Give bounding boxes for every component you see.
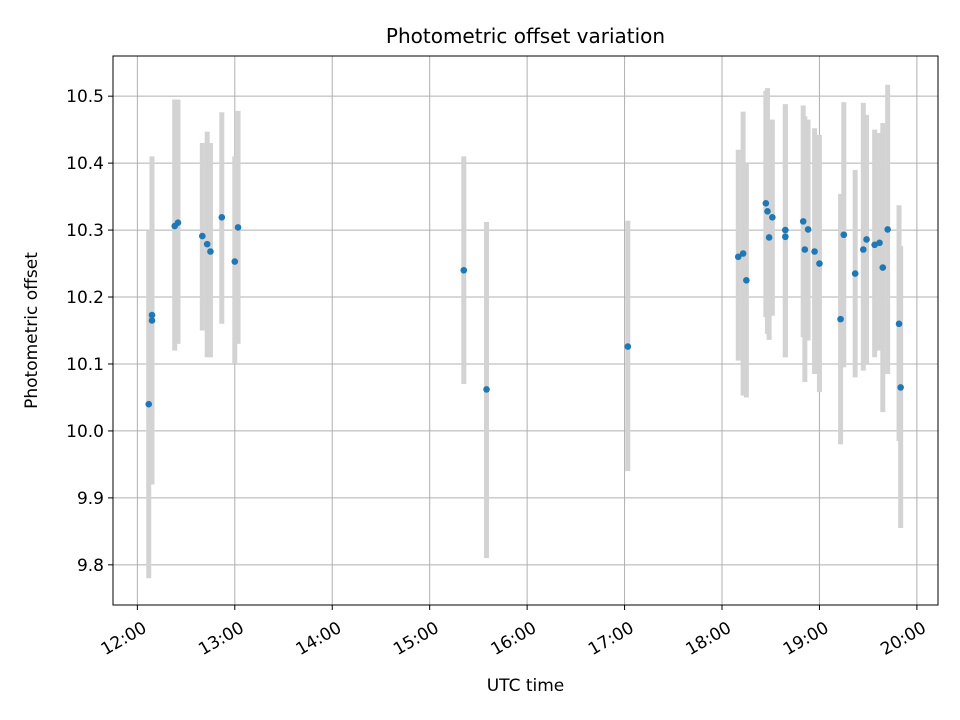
data-point — [765, 234, 773, 241]
data-point — [895, 320, 903, 328]
y-tick-label: 10.0 — [66, 422, 104, 442]
x-tick-label: 20:00 — [877, 618, 929, 660]
x-tick-label: 15:00 — [390, 618, 442, 660]
data-point — [799, 218, 807, 225]
data-point — [851, 270, 859, 277]
data-point — [148, 317, 156, 324]
data-point — [816, 260, 823, 267]
data-point — [762, 199, 770, 207]
data-point — [207, 248, 214, 255]
data-point — [174, 219, 182, 227]
y-tick-label: 10.2 — [66, 288, 104, 308]
grid-lines — [113, 56, 938, 605]
data-point — [734, 253, 742, 261]
data-point — [840, 231, 848, 239]
x-tick-label: 17:00 — [585, 618, 637, 660]
chart-title: Photometric offset variation — [386, 24, 665, 48]
data-point — [897, 384, 904, 391]
data-point — [743, 276, 750, 284]
data-point — [199, 232, 206, 240]
data-point — [804, 226, 812, 233]
data-point — [782, 233, 789, 241]
data-point — [859, 246, 867, 253]
data-point — [148, 311, 156, 319]
x-axis-label: UTC time — [487, 676, 565, 696]
x-tick-label: 12:00 — [98, 618, 150, 660]
y-tick-label: 10.4 — [66, 154, 104, 174]
data-point — [884, 226, 891, 233]
data-point — [739, 250, 747, 257]
y-tick-label: 10.5 — [66, 87, 104, 107]
data-point — [483, 386, 490, 393]
data-point — [460, 266, 468, 274]
data-point — [231, 258, 239, 265]
error-bars — [146, 84, 904, 579]
x-tick-label: 13:00 — [195, 618, 247, 660]
data-point — [837, 315, 844, 323]
y-tick-label: 9.9 — [77, 489, 104, 509]
data-point — [624, 343, 632, 350]
plot-frame — [112, 55, 939, 606]
data-point — [782, 226, 789, 234]
x-tick-label: 18:00 — [682, 618, 734, 660]
y-tick-label: 9.8 — [77, 556, 104, 576]
data-point — [145, 400, 153, 408]
data-point — [203, 240, 211, 248]
data-point — [876, 239, 883, 247]
y-axis: 9.8 9.9 10.0 10.1 10.2 10.3 10.4 10.5 — [66, 87, 113, 576]
y-axis-label: Photometric offset — [22, 252, 42, 409]
y-tick-label: 10.1 — [66, 355, 104, 375]
x-tick-label: 19:00 — [780, 618, 832, 660]
data-point — [801, 246, 809, 253]
x-tick-label: 14:00 — [293, 618, 345, 660]
data-point — [811, 248, 818, 255]
data-point — [218, 214, 226, 221]
y-tick-label: 10.3 — [66, 221, 104, 241]
data-point — [764, 208, 771, 215]
data-point — [234, 224, 242, 231]
data-point — [769, 214, 776, 221]
data-point — [863, 236, 870, 243]
x-tick-label: 16:00 — [488, 618, 540, 660]
x-axis: 12:00 13:00 14:00 15:00 16:00 17:00 18:00 19:00… — [98, 605, 930, 660]
data-point — [879, 264, 887, 271]
data-points — [145, 199, 904, 408]
